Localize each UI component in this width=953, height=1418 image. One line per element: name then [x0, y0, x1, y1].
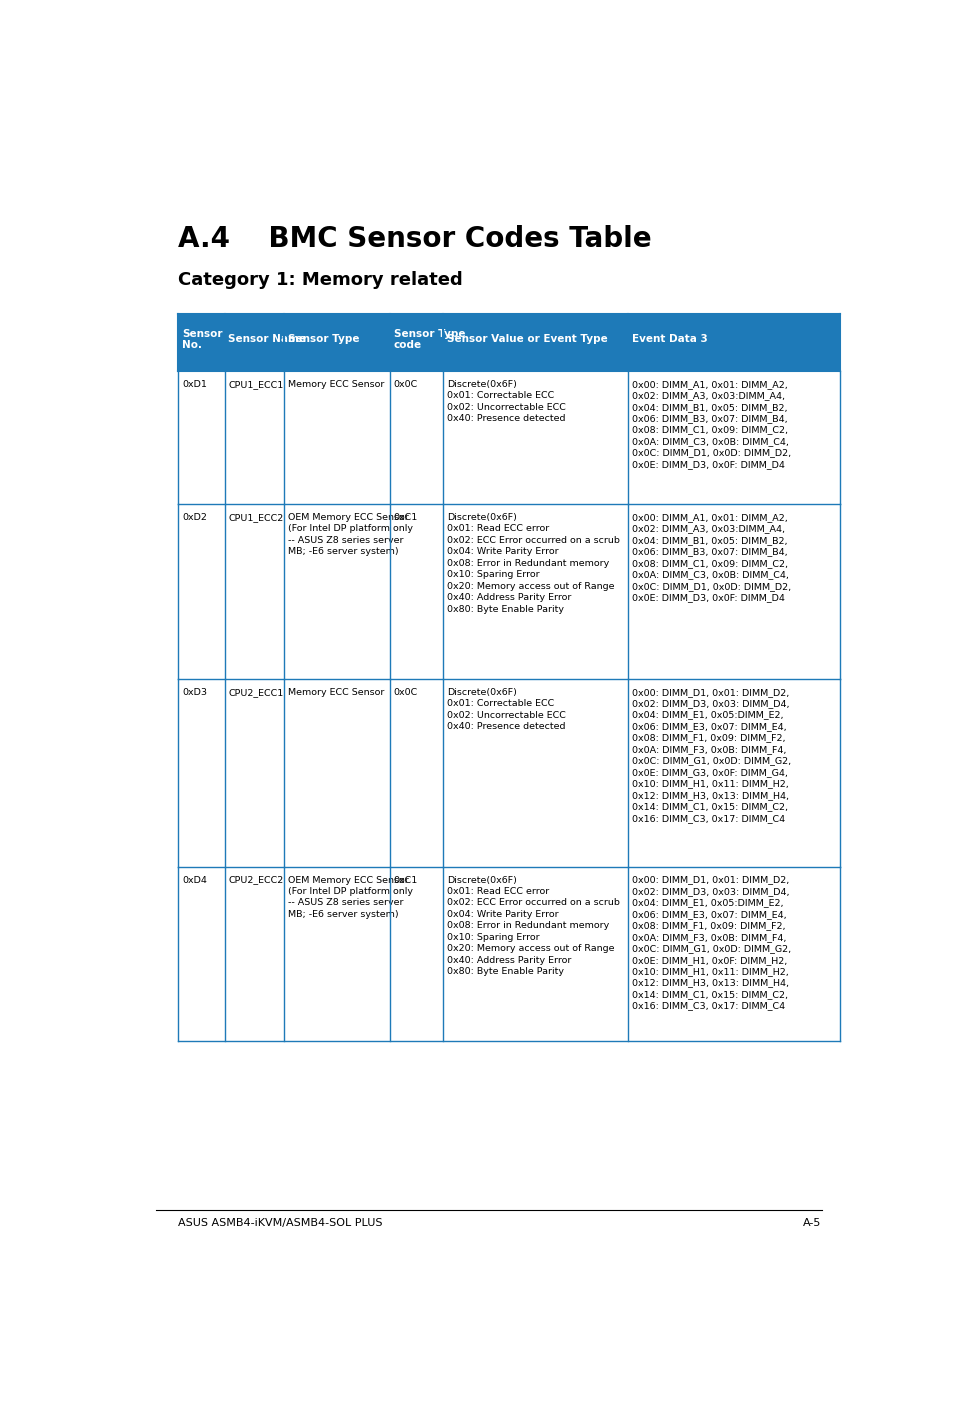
Text: Sensor Name: Sensor Name [228, 335, 306, 345]
Text: 0x0C: 0x0C [394, 380, 417, 389]
Text: Category 1: Memory related: Category 1: Memory related [178, 271, 462, 289]
Bar [178, 679, 840, 866]
Text: A.4    BMC Sensor Codes Table: A.4 BMC Sensor Codes Table [178, 225, 651, 252]
Text: CPU2_ECC2: CPU2_ECC2 [228, 875, 283, 885]
Bar [178, 505, 840, 679]
Text: ASUS ASMB4-iKVM/ASMB4-SOL PLUS: ASUS ASMB4-iKVM/ASMB4-SOL PLUS [178, 1218, 382, 1228]
Text: 0x00: DIMM_A1, 0x01: DIMM_A2,
0x02: DIMM_A3, 0x03:DIMM_A4,
0x04: DIMM_B1, 0x05: : 0x00: DIMM_A1, 0x01: DIMM_A2, 0x02: DIMM… [632, 380, 790, 469]
Text: Discrete(0x6F)
0x01: Correctable ECC
0x02: Uncorrectable ECC
0x40: Presence dete: Discrete(0x6F) 0x01: Correctable ECC 0x0… [446, 688, 565, 732]
Text: OEM Memory ECC Sensor
(For Intel DP platform only
-- ASUS Z8 series server
MB; -: OEM Memory ECC Sensor (For Intel DP plat… [288, 875, 413, 919]
Text: 0xD2: 0xD2 [182, 513, 207, 522]
Text: OEM Memory ECC Sensor
(For Intel DP platform only
-- ASUS Z8 series server
MB; -: OEM Memory ECC Sensor (For Intel DP plat… [288, 513, 413, 556]
Text: 0x00: DIMM_A1, 0x01: DIMM_A2,
0x02: DIMM_A3, 0x03:DIMM_A4,
0x04: DIMM_B1, 0x05: : 0x00: DIMM_A1, 0x01: DIMM_A2, 0x02: DIMM… [632, 513, 790, 603]
Text: 0x00: DIMM_D1, 0x01: DIMM_D2,
0x02: DIMM_D3, 0x03: DIMM_D4,
0x04: DIMM_E1, 0x05:: 0x00: DIMM_D1, 0x01: DIMM_D2, 0x02: DIMM… [632, 875, 790, 1011]
Text: Memory ECC Sensor: Memory ECC Sensor [288, 688, 384, 696]
Text: 0xD1: 0xD1 [182, 380, 207, 389]
Bar [178, 315, 840, 372]
Text: Discrete(0x6F)
0x01: Read ECC error
0x02: ECC Error occurred on a scrub
0x04: Wr: Discrete(0x6F) 0x01: Read ECC error 0x02… [446, 875, 619, 976]
Text: 0x00: DIMM_D1, 0x01: DIMM_D2,
0x02: DIMM_D3, 0x03: DIMM_D4,
0x04: DIMM_E1, 0x05:: 0x00: DIMM_D1, 0x01: DIMM_D2, 0x02: DIMM… [632, 688, 790, 822]
Text: Discrete(0x6F)
0x01: Read ECC error
0x02: ECC Error occurred on a scrub
0x04: Wr: Discrete(0x6F) 0x01: Read ECC error 0x02… [446, 513, 619, 614]
Text: Discrete(0x6F)
0x01: Correctable ECC
0x02: Uncorrectable ECC
0x40: Presence dete: Discrete(0x6F) 0x01: Correctable ECC 0x0… [446, 380, 565, 423]
Text: CPU2_ECC1: CPU2_ECC1 [228, 688, 283, 696]
Text: 0x0C: 0x0C [394, 688, 417, 696]
Text: A-5: A-5 [802, 1218, 821, 1228]
Bar [178, 866, 840, 1041]
Text: 0xC1: 0xC1 [394, 875, 417, 885]
Text: Sensor Value or Event Type: Sensor Value or Event Type [446, 335, 607, 345]
Text: CPU1_ECC1: CPU1_ECC1 [228, 380, 283, 389]
Text: Sensor Type: Sensor Type [288, 335, 359, 345]
Text: Sensor
No.: Sensor No. [182, 329, 222, 350]
Bar [178, 372, 840, 505]
Text: 0xD4: 0xD4 [182, 875, 207, 885]
Text: 0xD3: 0xD3 [182, 688, 207, 696]
Text: Memory ECC Sensor: Memory ECC Sensor [288, 380, 384, 389]
Text: Sensor Type
code: Sensor Type code [394, 329, 465, 350]
Text: CPU1_ECC2: CPU1_ECC2 [228, 513, 283, 522]
Text: 0xC1: 0xC1 [394, 513, 417, 522]
Text: Event Data 3: Event Data 3 [632, 335, 707, 345]
